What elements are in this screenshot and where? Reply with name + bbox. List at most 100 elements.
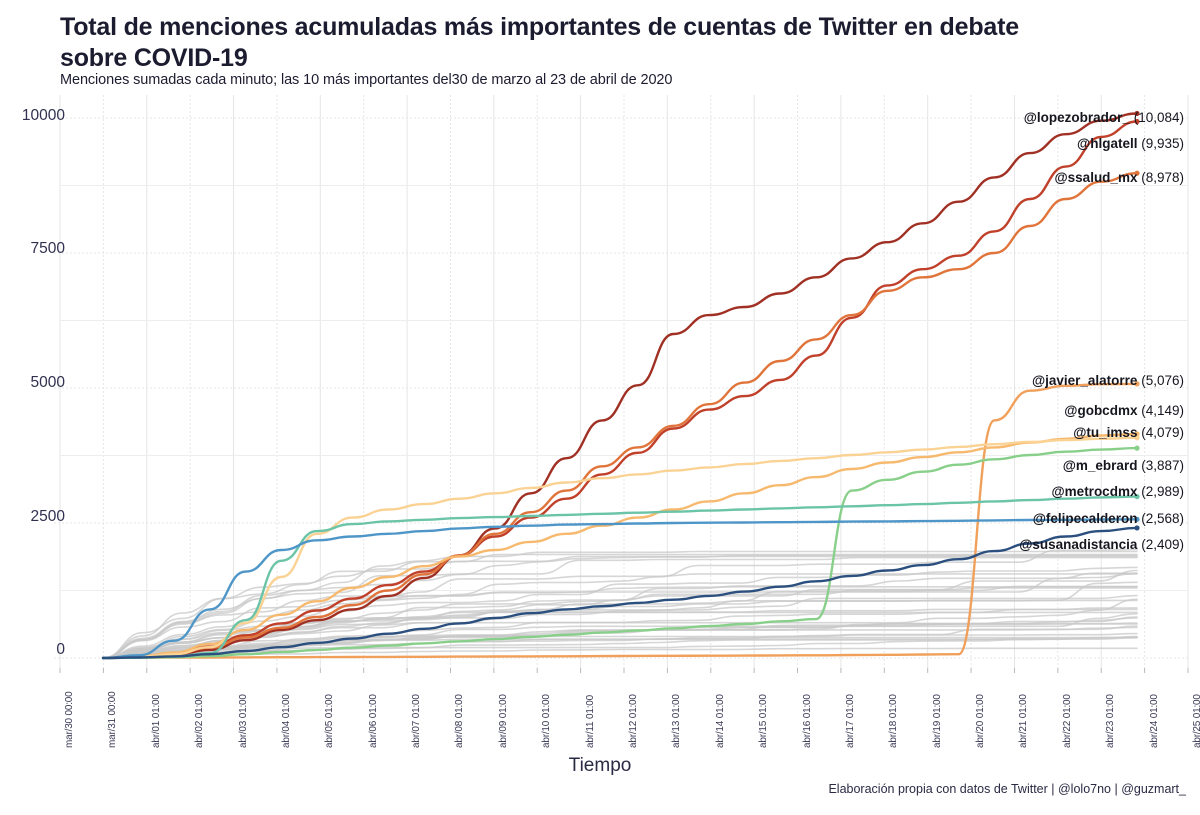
background-series-line [102, 573, 1138, 659]
series-label-handle: @lopezobrador_ [1023, 110, 1130, 125]
series-label-m-ebrard: @m_ebrard (3,887) [1063, 458, 1184, 473]
x-axis-tick-label: abr/22 01:00 [1061, 694, 1073, 748]
chart-title: Total de menciones acumuladas más import… [60, 13, 1019, 72]
x-axis-tick-label: abr/25 01:00 [1192, 694, 1200, 748]
series-label-ssalud-mx: @ssalud_mx (8,978) [1055, 170, 1185, 185]
series-label-lopezobrador-: @lopezobrador_ (10,084) [1024, 110, 1184, 125]
background-series-line [102, 607, 1138, 659]
x-axis-tick-label: abr/11 01:00 [584, 694, 596, 748]
series-label-count: (2,568) [1141, 511, 1184, 526]
series-label-metrocdmx: @metrocdmx (2,989) [1052, 484, 1184, 499]
x-axis-tick-label: abr/14 01:00 [714, 694, 726, 748]
x-axis-tick-label: abr/21 01:00 [1018, 694, 1030, 748]
series-label-count: (9,935) [1141, 136, 1184, 151]
series-label-felipecalderon: @felipecalderon (2,568) [1033, 511, 1184, 526]
x-axis-tick-label: abr/24 01:00 [1148, 694, 1160, 748]
x-axis-tick-label: abr/15 01:00 [758, 694, 770, 748]
series-label-count: (4,079) [1141, 425, 1184, 440]
background-series-line [102, 632, 1138, 659]
background-series-line [102, 647, 1138, 659]
x-axis-tick-label: mar/31 00:00 [107, 691, 119, 748]
background-series-line [102, 554, 1138, 659]
y-axis-tick-label: 7500 [30, 240, 65, 257]
x-axis-tick-label: abr/07 01:00 [411, 694, 423, 748]
series-line-javier-alatorre [101, 382, 1139, 660]
series-endpoint-dot [1134, 170, 1140, 176]
x-axis-tick-label: abr/12 01:00 [628, 694, 639, 748]
background-series-line [102, 569, 1138, 659]
x-axis-tick-label: abr/09 01:00 [497, 694, 509, 748]
series-label-count: (4,149) [1141, 403, 1184, 418]
x-axis-tick-label: abr/04 01:00 [280, 694, 292, 748]
series-label-handle: @susanadistancia [1019, 537, 1138, 552]
x-axis-tick-label: abr/13 01:00 [671, 694, 683, 748]
series-label-count: (2,409) [1141, 537, 1184, 552]
chart-subtitle: Menciones sumadas cada minuto; las 10 má… [60, 72, 673, 88]
x-axis-tick-label: abr/03 01:00 [237, 694, 249, 748]
background-series-line [102, 599, 1138, 659]
series-line-lopezobrador- [101, 112, 1139, 660]
series-label-susanadistancia: @susanadistancia (2,409) [1019, 537, 1184, 552]
x-axis-tick-label: abr/23 01:00 [1105, 694, 1117, 748]
series-label-handle: @m_ebrard [1062, 458, 1138, 473]
series-line-tu-imss [101, 436, 1139, 660]
series-label-count: (10,084) [1133, 110, 1184, 125]
x-axis-tick-label: abr/02 01:00 [194, 694, 206, 748]
series-endpoint-dot [1134, 118, 1140, 125]
series-line-susanadistancia [101, 526, 1139, 660]
series-label-gobcdmx: @gobcdmx (4,149) [1064, 403, 1184, 418]
y-axis-tick-label: 10000 [21, 107, 65, 124]
background-series-line [102, 555, 1138, 659]
x-axis-tick-label: abr/17 01:00 [844, 694, 856, 748]
series-endpoint-dot [1134, 435, 1140, 441]
x-axis-tick-label: abr/10 01:00 [541, 694, 553, 748]
series-label-handle: @gobcdmx [1064, 403, 1138, 418]
x-axis-tick-label: abr/01 01:00 [150, 694, 162, 748]
series-endpoint-dot [1134, 525, 1140, 531]
series-line-m-ebrard [101, 446, 1139, 660]
background-series-line [102, 548, 1138, 659]
y-axis-tick-label: 2500 [30, 508, 65, 525]
series-label-count: (5,076) [1141, 373, 1184, 388]
series-label-count: (2,989) [1141, 484, 1184, 499]
background-series-line [102, 613, 1138, 659]
y-axis-tick-label: 5000 [30, 374, 65, 391]
series-label-handle: @javier_alatorre [1031, 373, 1138, 388]
series-endpoint-dot [1134, 431, 1140, 437]
series-label-tu-imss: @tu_imss (4,079) [1073, 425, 1184, 440]
highlighted-series-lines [101, 110, 1140, 660]
background-series-line [102, 566, 1138, 659]
series-endpoint-dot [1134, 493, 1140, 500]
series-endpoint-dot [1134, 516, 1140, 522]
background-series-line [102, 586, 1138, 659]
background-series-line [102, 550, 1138, 659]
series-label-javier-alatorre: @javier_alatorre (5,076) [1032, 373, 1184, 388]
series-line-felipecalderon [101, 518, 1139, 660]
series-line-gobcdmx [101, 432, 1139, 660]
x-axis-tick-label: abr/05 01:00 [324, 694, 336, 748]
x-axis-tick-label: abr/06 01:00 [367, 694, 379, 748]
series-label-handle: @ssalud_mx [1054, 170, 1138, 185]
series-label-count: (3,887) [1141, 458, 1184, 473]
series-label-count: (8,978) [1141, 170, 1184, 185]
series-label-handle: @tu_imss [1073, 425, 1138, 440]
x-axis-tick-label: mar/30 00:00 [64, 691, 75, 748]
series-endpoint-dot [1134, 381, 1140, 387]
series-label-handle: @hlgatell [1077, 136, 1138, 151]
x-axis-tick-label: abr/16 01:00 [801, 694, 813, 748]
series-endpoint-dot [1134, 445, 1140, 451]
x-axis-tick-label: abr/08 01:00 [454, 694, 466, 748]
chart-footer-credit: Elaboración propia con datos de Twitter … [828, 782, 1186, 796]
background-series-line [102, 553, 1138, 659]
x-axis-tick-label: abr/19 01:00 [931, 694, 943, 748]
series-label-handle: @felipecalderon [1032, 511, 1138, 526]
x-axis-tick-label: abr/18 01:00 [888, 694, 900, 748]
series-line-ssalud-mx [101, 172, 1139, 660]
series-line-hlgatell [101, 120, 1139, 660]
x-axis-tick-label: abr/20 01:00 [975, 694, 987, 748]
x-axis-title: Tiempo [568, 755, 632, 776]
y-axis-tick-label: 0 [56, 641, 65, 658]
series-endpoint-dot [1134, 110, 1140, 117]
